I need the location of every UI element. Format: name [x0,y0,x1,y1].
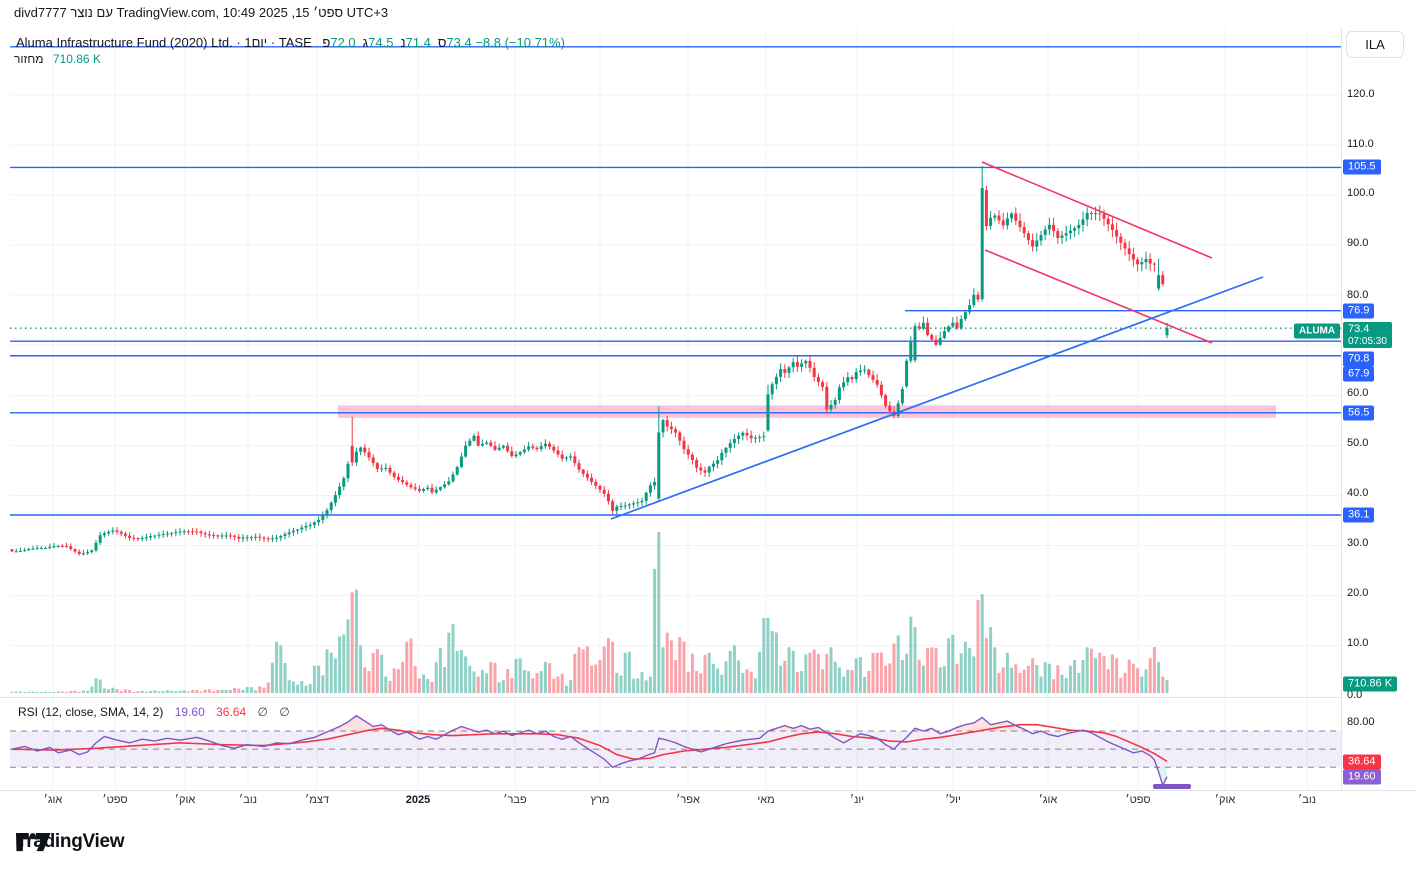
price-tick-label: 0.0 [1347,689,1363,701]
rsi-plot [11,714,1168,788]
time-tick-label: אוג׳ [1038,794,1058,806]
ohlc-label: ג [362,35,369,50]
time-tick-label: אוק׳ [174,794,196,806]
price-tick-label: 20.0 [1347,587,1369,599]
ohlc-value: 71.4 [405,35,431,50]
volume-value: 710.86 K [52,52,101,66]
time-tick-label: דצמ׳ [305,794,329,806]
price-tick-label: 10.0 [1347,637,1369,649]
text-token: עם [96,5,113,20]
trend-drawings[interactable] [610,161,1264,520]
time-tick-label: יול׳ [945,794,961,806]
price-tick-label: 90.0 [1347,237,1369,249]
text-token: נוצר [70,5,93,20]
text-token: 2025 [258,5,288,20]
supply-zone-band[interactable] [338,405,1276,418]
price-axis-badge: 76.9 [1343,303,1375,319]
ohlc-value: 74.5 [368,35,394,50]
price-tick-label: 120.0 [1347,88,1375,100]
price-tick-label: 100.0 [1347,187,1375,199]
symbol-legend[interactable]: Aluma Infrastructure Fund (2020) Ltd. · … [16,35,565,50]
ohlc-label: ס [437,35,447,50]
exchange-label: TASE [278,35,312,50]
time-tick-label: נוב׳ [1298,794,1316,806]
separator: · [236,35,241,50]
text-token: TradingView.com, [116,5,220,20]
change-value: −8.8 (−10.71%) [475,35,565,50]
symbol-price-tag: ALUMA [1294,323,1341,339]
volume-label: מחזור [14,52,44,66]
text-token: ספט׳ [313,5,343,20]
attribution-bar: divd7777 נוצר עם TradingView.com, 10:49 … [14,5,388,20]
ohlc-value: 72.0 [330,35,356,50]
price-tick-label: 110.0 [1347,138,1374,150]
tradingview-logo-icon [16,833,51,852]
rsi-empty-value: ∅ [279,705,290,719]
price-tick-label: 30.0 [1347,537,1369,549]
candles [10,165,1169,556]
price-axis-badge: 36.1 [1343,507,1375,523]
time-tick-label: יונ׳ [849,794,865,806]
rsi-ma-value: 36.64 [216,705,247,719]
price-axis-badge: 105.5 [1343,159,1381,175]
price-axis-badge: 73.4 07:05:30 [1343,322,1392,348]
price-tick-label: 50.0 [1347,437,1369,449]
price-axis-badge: 56.5 [1343,405,1375,421]
volume-legend[interactable]: מחזור 710.86 K [14,52,101,66]
volume-bars [10,532,1169,694]
ohlc-values: פ72.0 ג74.5 נ71.4 ס73.4 [315,35,471,50]
time-tick-label: ספט׳ [1125,794,1151,806]
text-token: 10:49 [222,5,256,20]
ohlc-label: נ [400,35,406,50]
time-tick-label: פבר׳ [503,794,527,806]
time-axis-border [0,790,1416,791]
time-tick-label: אוק׳ [1214,794,1236,806]
price-axis-badge: 19.60 [1343,769,1381,785]
rsi-empty-value: ∅ [257,705,268,719]
text-token: ,15 [291,5,310,20]
pane-separator [0,697,1341,698]
time-tick-label: מאי [757,794,775,806]
text-token: divd7777 [14,5,67,20]
time-tick-label: מרץ [590,794,610,806]
watchlist-symbol: ILA [1365,37,1385,52]
price-axis-border [1341,28,1342,790]
price-axis-badge: 70.8 [1343,351,1375,367]
tradingview-logo[interactable]: TradingView [16,831,125,853]
rsi-value: 19.60 [174,705,205,719]
time-tick-label: 2025 [405,794,431,806]
rsi-legend[interactable]: RSI (12, close, SMA, 14, 2) 19.60 36.64 … [18,705,290,719]
time-tick-label: נוב׳ [239,794,257,806]
price-axis-badge: 36.64 [1343,754,1381,770]
watchlist-symbol-box[interactable]: ILA [1346,31,1404,58]
text-token: UTC+3 [346,5,389,20]
time-tick-label: ספט׳ [102,794,128,806]
rsi-band-background [10,730,1341,768]
countdown-timer: 07:05:30 [1348,336,1387,347]
time-tick-label: אוג׳ [43,794,63,806]
price-axis-badge: 67.9 [1343,366,1375,382]
price-tick-label: 40.0 [1347,487,1369,499]
ohlc-label: פ [322,35,331,50]
price-tick-label: 80.00 [1347,716,1375,728]
rsi-line-clipped-marker [1153,784,1191,789]
price-axis-badge: 710.86 K [1343,676,1398,692]
horizontal-line-drawings[interactable] [10,46,1341,516]
price-tick-label: 80.0 [1347,289,1369,301]
rsi-title: RSI (12, close, SMA, 14, 2) [18,705,164,719]
price-tick-label: 60.0 [1347,387,1369,399]
time-tick-label: אפר׳ [676,794,700,806]
interval-label[interactable]: 1יום [244,35,268,50]
separator: · [270,35,276,50]
symbol-title[interactable]: Aluma Infrastructure Fund (2020) Ltd. [16,35,233,50]
ohlc-value: 73.4 [446,35,472,50]
